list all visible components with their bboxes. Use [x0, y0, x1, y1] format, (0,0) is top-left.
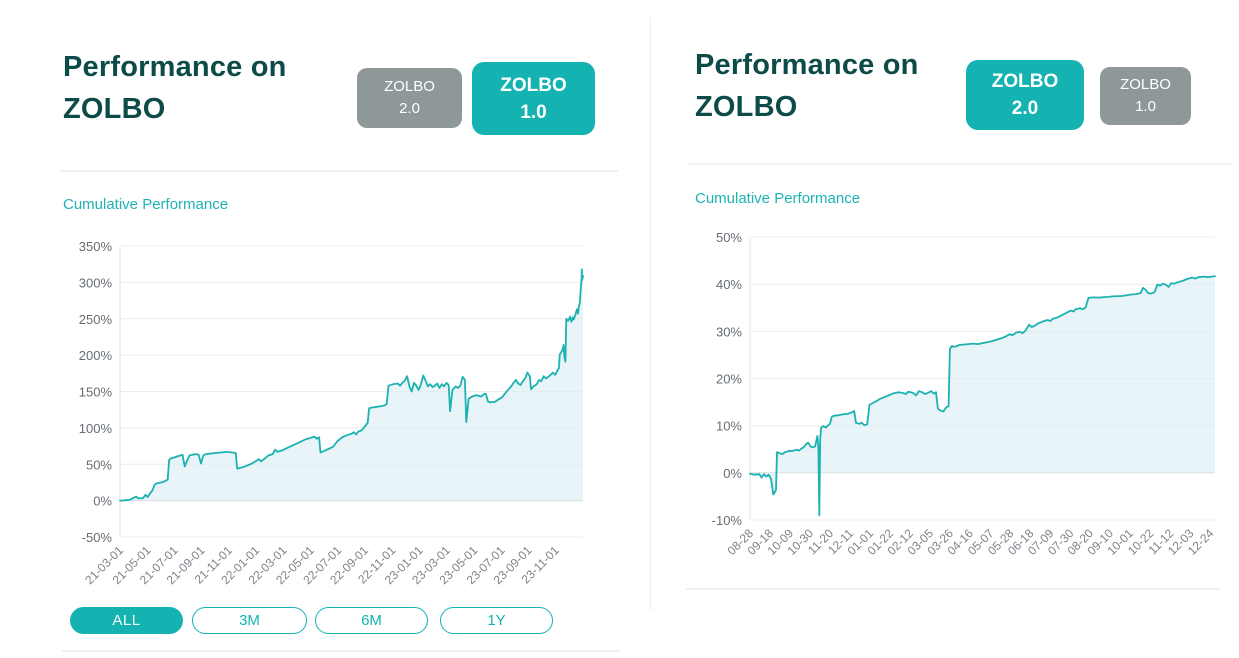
svg-text:10%: 10% [716, 419, 742, 434]
svg-text:20%: 20% [716, 372, 742, 387]
title-line2: ZOLBO [695, 91, 798, 123]
title-line1: Performance on [63, 51, 287, 83]
chart-section-label: Cumulative Performance [63, 196, 229, 213]
version-toggle-value: 1.0 [520, 101, 547, 123]
svg-text:100%: 100% [79, 421, 113, 436]
footer-divider [62, 650, 620, 652]
version-toggle-label: ZOLBO [384, 78, 435, 95]
version-toggle-zolbo-1-0[interactable]: ZOLBO 1.0 [1100, 67, 1191, 125]
version-toggle-label: ZOLBO [991, 71, 1059, 92]
version-toggle-value: 1.0 [1135, 98, 1156, 115]
svg-text:150%: 150% [79, 385, 113, 400]
svg-text:30%: 30% [716, 324, 742, 339]
version-toggle-zolbo-1-0[interactable]: ZOLBO 1.0 [472, 62, 595, 135]
range-button-all[interactable]: ALL [70, 607, 183, 634]
cumulative-performance-chart-zolbo-2-0: 50%40%30%20%10%0%-10%08-2809-1810-0910-3… [712, 230, 1217, 558]
svg-text:300%: 300% [79, 275, 113, 290]
header-divider [60, 170, 618, 172]
range-button-1y[interactable]: 1Y [440, 607, 553, 634]
svg-text:-10%: -10% [712, 513, 743, 528]
version-toggle-zolbo-2-0[interactable]: ZOLBO 2.0 [966, 60, 1084, 130]
svg-text:250%: 250% [79, 312, 113, 327]
svg-text:50%: 50% [716, 230, 742, 245]
svg-text:40%: 40% [716, 277, 742, 292]
svg-text:-50%: -50% [82, 530, 113, 545]
version-toggle-zolbo-2-0[interactable]: ZOLBO 2.0 [357, 68, 462, 128]
range-button-6m[interactable]: 6M [315, 607, 428, 634]
svg-text:0%: 0% [723, 466, 742, 481]
title-line1: Performance on [695, 49, 919, 81]
version-toggle-value: 2.0 [1011, 98, 1039, 119]
svg-text:350%: 350% [79, 239, 113, 254]
header-divider [687, 163, 1233, 165]
cumulative-performance-chart-zolbo-1-0: 350%300%250%200%150%100%50%0%-50%21-03-0… [79, 239, 584, 587]
range-button-3m[interactable]: 3M [192, 607, 307, 634]
title-line2: ZOLBO [63, 93, 166, 125]
panel-vertical-divider [650, 17, 651, 610]
page-title: Performance on ZOLBO [695, 44, 919, 128]
svg-text:50%: 50% [86, 457, 112, 472]
svg-text:200%: 200% [79, 348, 113, 363]
svg-text:0%: 0% [93, 494, 112, 509]
chart-section-label: Cumulative Performance [695, 190, 861, 207]
page-title: Performance on ZOLBO [63, 46, 287, 130]
version-toggle-label: ZOLBO [1120, 76, 1171, 93]
version-toggle-value: 2.0 [399, 100, 420, 117]
version-toggle-label: ZOLBO [500, 74, 567, 96]
footer-divider [686, 588, 1220, 590]
